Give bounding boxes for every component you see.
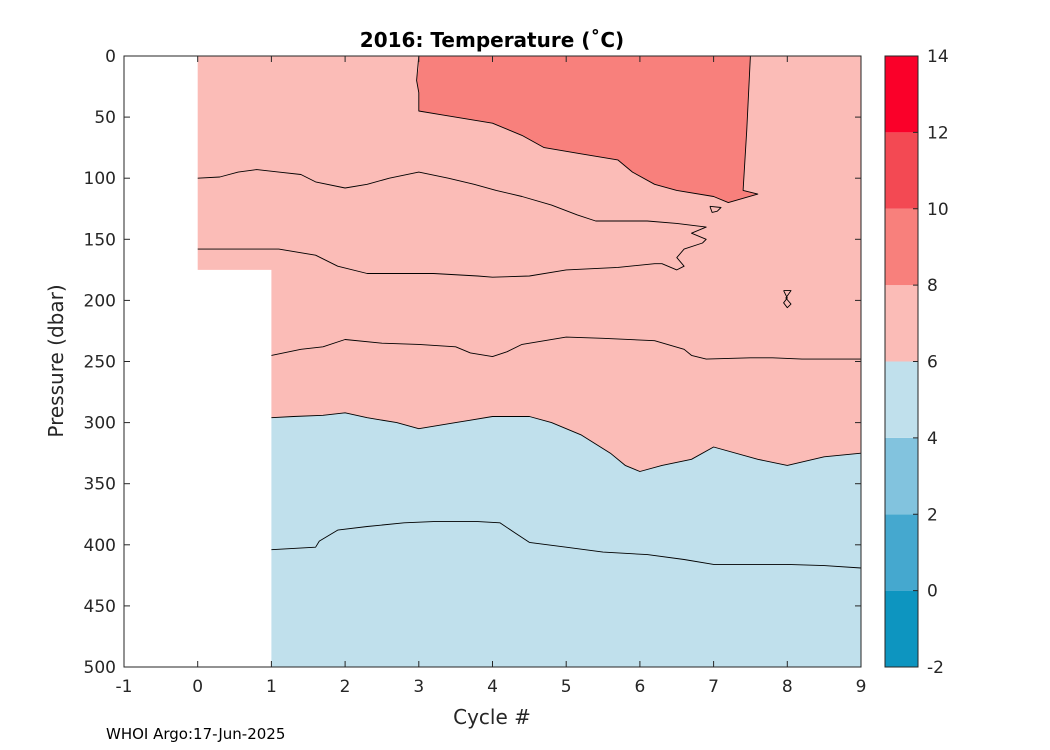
y-tick-label: 250 [84,353,116,373]
colorbar-tick-label: 12 [927,123,949,143]
colorbar-ticks: 14 12 10 8 6 4 2 0 -2 [913,47,949,678]
x-tick-label: 7 [708,677,719,697]
x-axis-ticks: -1 0 1 2 3 4 5 6 7 8 9 [116,56,867,697]
colorbar-tick-label: 14 [927,47,949,67]
y-tick-label: 200 [84,291,116,311]
contour-line-0 [271,412,862,472]
x-tick-label: 0 [192,677,203,697]
contour-line-1 [271,521,862,569]
chart-title: 2016: Temperature (˚C) [360,28,624,52]
colorbar-level-8-10 [885,208,918,286]
colorbar-level-10-12 [885,132,918,209]
colorbar-tick-label: -2 [927,658,944,678]
contour-line-4 [416,55,759,204]
contour-region-8-10 [416,56,758,203]
colorbar-level-0-2 [885,514,918,591]
y-tick-label: 150 [84,230,116,250]
colorbar-tick-label: 0 [927,582,938,602]
y-tick-label: 350 [84,475,116,495]
colorbar-level-6-8 [885,285,918,362]
contour-line-2 [271,336,861,360]
x-tick-label: 2 [340,677,351,697]
footer-note: WHOI Argo:17-Jun-2025 [106,725,286,743]
y-axis-label: Pressure (dbar) [44,284,68,437]
colorbar-tick-label: 10 [927,200,949,220]
y-tick-label: 500 [84,658,116,678]
y-axis-ticks: 0 50 100 150 200 250 300 350 400 450 500 [84,47,861,678]
colorbar-level-12-14 [885,56,918,133]
colorbar-levels [885,56,918,667]
contour-region-4-6 [271,412,861,667]
contour-line-3 [197,169,707,278]
colorbar-tick-label: 4 [927,429,938,449]
colorbar-tick-label: 6 [927,353,938,373]
contour-line-6 [709,205,722,213]
y-tick-label: 450 [84,597,116,617]
x-tick-label: 1 [266,677,277,697]
colorbar-level-4-6 [885,361,918,438]
contour-line-5 [783,290,792,309]
plot-area: -1 0 1 2 3 4 5 6 7 8 9 0 50 100 150 200 250 300 350 400 450… [84,47,867,697]
y-tick-label: 0 [105,47,116,67]
x-tick-label: 5 [561,677,572,697]
x-tick-label: 3 [413,677,424,697]
y-tick-label: 400 [84,536,116,556]
colorbar: 14 12 10 8 6 4 2 0 -2 [884,47,949,678]
x-tick-label: 8 [782,677,793,697]
colorbar-level--2-0 [885,590,918,667]
x-tick-label: 6 [634,677,645,697]
x-tick-label: 4 [487,677,498,697]
contour-fill-regions [197,56,861,667]
y-tick-label: 300 [84,414,116,434]
y-tick-label: 50 [94,108,116,128]
colorbar-tick-label: 8 [927,276,938,296]
contour-lines [197,55,862,569]
colorbar-level-2-4 [885,437,918,515]
y-tick-label: 100 [84,169,116,189]
colorbar-tick-label: 2 [927,505,938,525]
x-tick-label: -1 [116,677,133,697]
x-tick-label: 9 [856,677,867,697]
x-axis-label: Cycle # [453,705,531,729]
